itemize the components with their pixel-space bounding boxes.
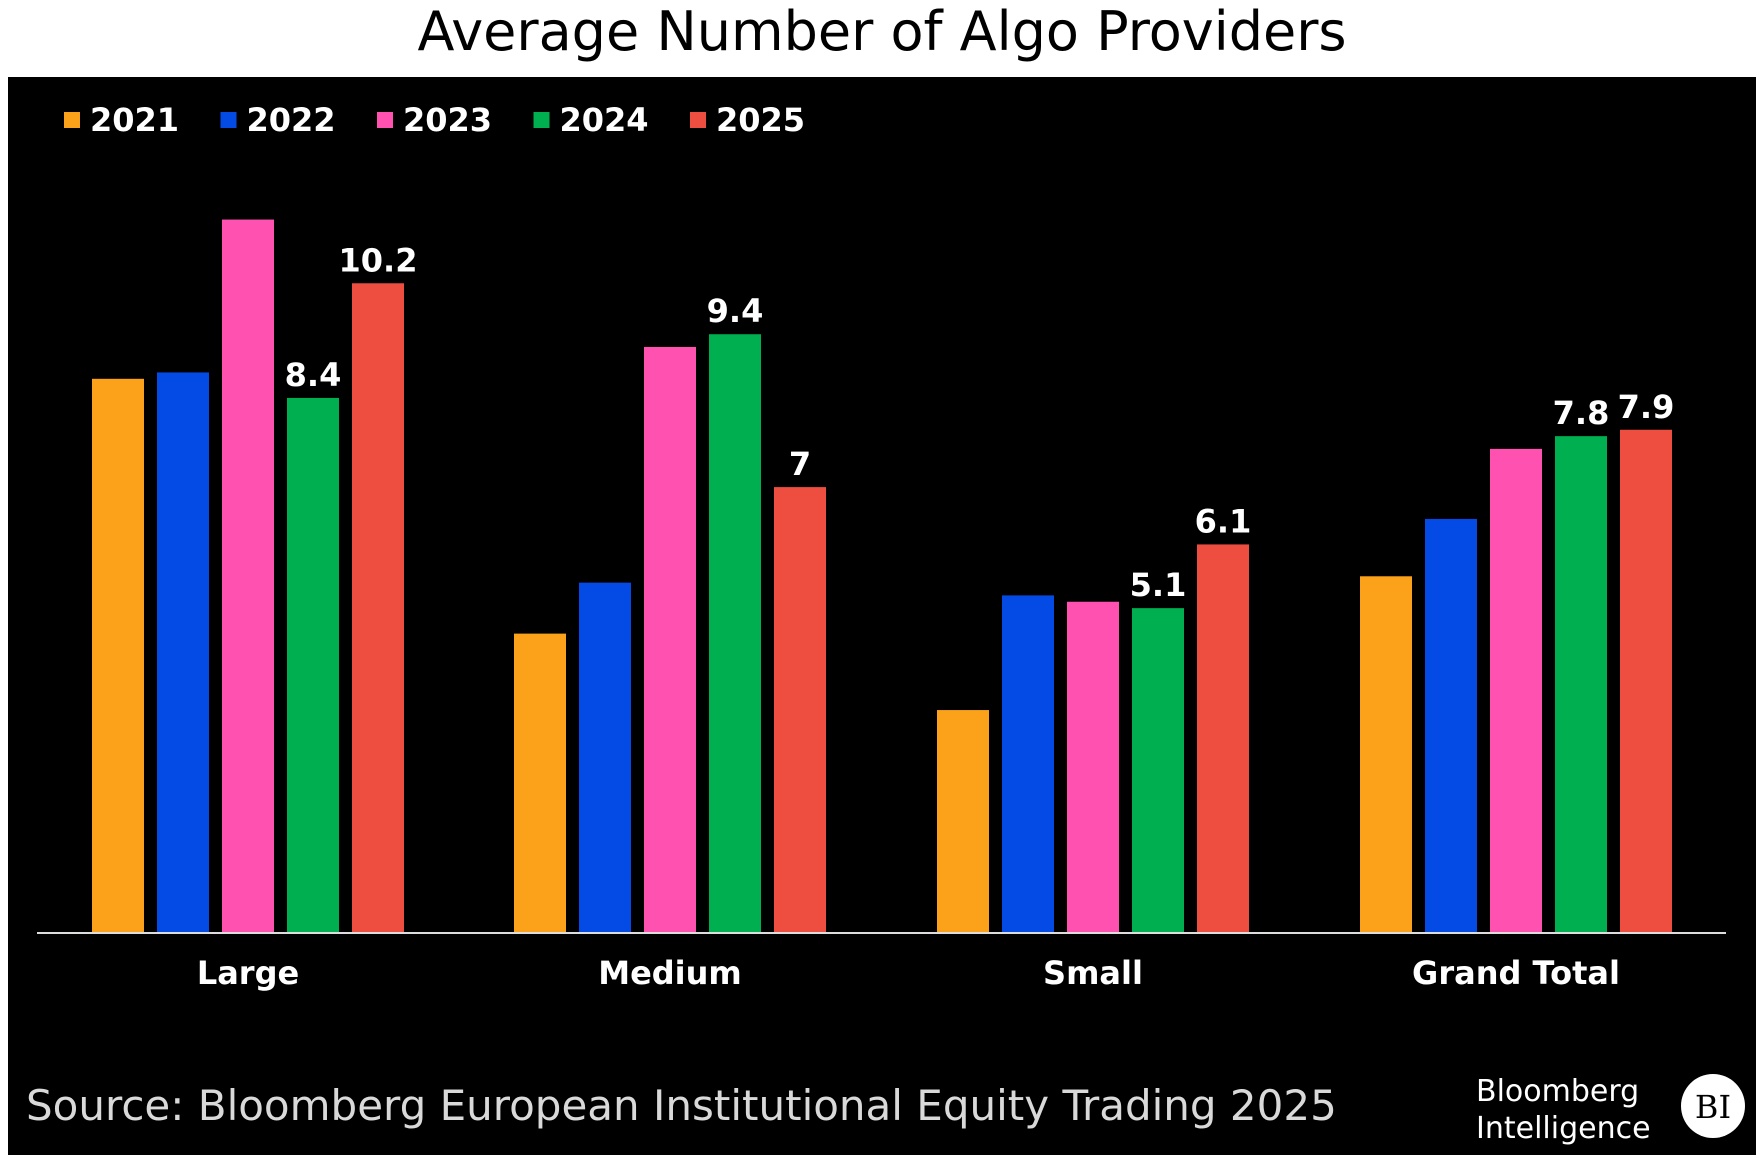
x-tick-label: Small xyxy=(1043,954,1143,992)
bar-grand-total-2022 xyxy=(1425,518,1477,933)
data-label: 8.4 xyxy=(285,356,342,394)
bar-medium-2023 xyxy=(644,346,696,934)
bar-grand-total-2021 xyxy=(1360,576,1412,933)
bar-large-2023 xyxy=(222,219,274,933)
data-label: 9.4 xyxy=(707,292,764,330)
bar-medium-2022 xyxy=(579,582,631,933)
legend-label-2024: 2024 xyxy=(560,101,649,139)
source-note: Source: Bloomberg European Institutional… xyxy=(26,1081,1337,1130)
data-label: 5.1 xyxy=(1130,566,1187,604)
bar-small-2022 xyxy=(1002,595,1054,933)
bar-large-2022 xyxy=(157,372,209,933)
legend-label-2023: 2023 xyxy=(403,101,492,139)
bloomberg-intelligence-logo: Bloomberg Intelligence BI xyxy=(1476,1074,1745,1146)
data-label: 7.9 xyxy=(1618,388,1675,426)
logo-badge-text: BI xyxy=(1695,1088,1731,1126)
bar-grand-total-2023 xyxy=(1490,448,1542,933)
bar-grand-total-2025 xyxy=(1620,429,1672,933)
logo-line1: Bloomberg xyxy=(1476,1074,1639,1109)
bar-small-2025 xyxy=(1197,544,1249,933)
x-tick-label: Large xyxy=(197,954,299,992)
bar-medium-2021 xyxy=(514,633,566,933)
legend-swatch-2024 xyxy=(533,112,550,128)
chart-title: Average Number of Algo Providers xyxy=(417,0,1346,63)
legend-swatch-2023 xyxy=(377,112,393,128)
legend-swatch-2021 xyxy=(64,112,80,128)
bar-large-2025 xyxy=(352,283,404,933)
bars: 8.4 10.2 9.4 7 5.16.1 7.8 7.9 xyxy=(92,219,1675,934)
bar-small-2024 xyxy=(1132,608,1184,933)
data-label: 7.8 xyxy=(1553,394,1610,432)
bar-grand-total-2024 xyxy=(1555,436,1607,933)
legend-swatch-2025 xyxy=(690,112,706,128)
bar-large-2021 xyxy=(92,378,144,933)
logo-line2: Intelligence xyxy=(1476,1111,1651,1146)
bar-medium-2024 xyxy=(709,334,761,934)
data-label: 6.1 xyxy=(1195,502,1252,540)
x-tick-label: Medium xyxy=(598,954,742,992)
data-label: 10.2 xyxy=(339,241,418,279)
bar-large-2024 xyxy=(287,397,339,933)
x-tick-label: Grand Total xyxy=(1412,954,1620,992)
legend-label-2025: 2025 xyxy=(716,101,805,139)
bar-small-2021 xyxy=(937,710,989,933)
legend-swatch-2022 xyxy=(220,112,237,128)
bar-medium-2025 xyxy=(774,487,826,933)
legend: 2021 2022 2023 2024 2025 xyxy=(64,101,805,139)
x-axis-labels: Large Medium Small Grand Total xyxy=(197,954,1620,992)
legend-label-2022: 2022 xyxy=(247,101,336,139)
logo-badge-circle xyxy=(1681,1074,1745,1138)
data-label: 7 xyxy=(789,445,811,483)
legend-label-2021: 2021 xyxy=(90,101,179,139)
bar-small-2023 xyxy=(1067,601,1119,933)
